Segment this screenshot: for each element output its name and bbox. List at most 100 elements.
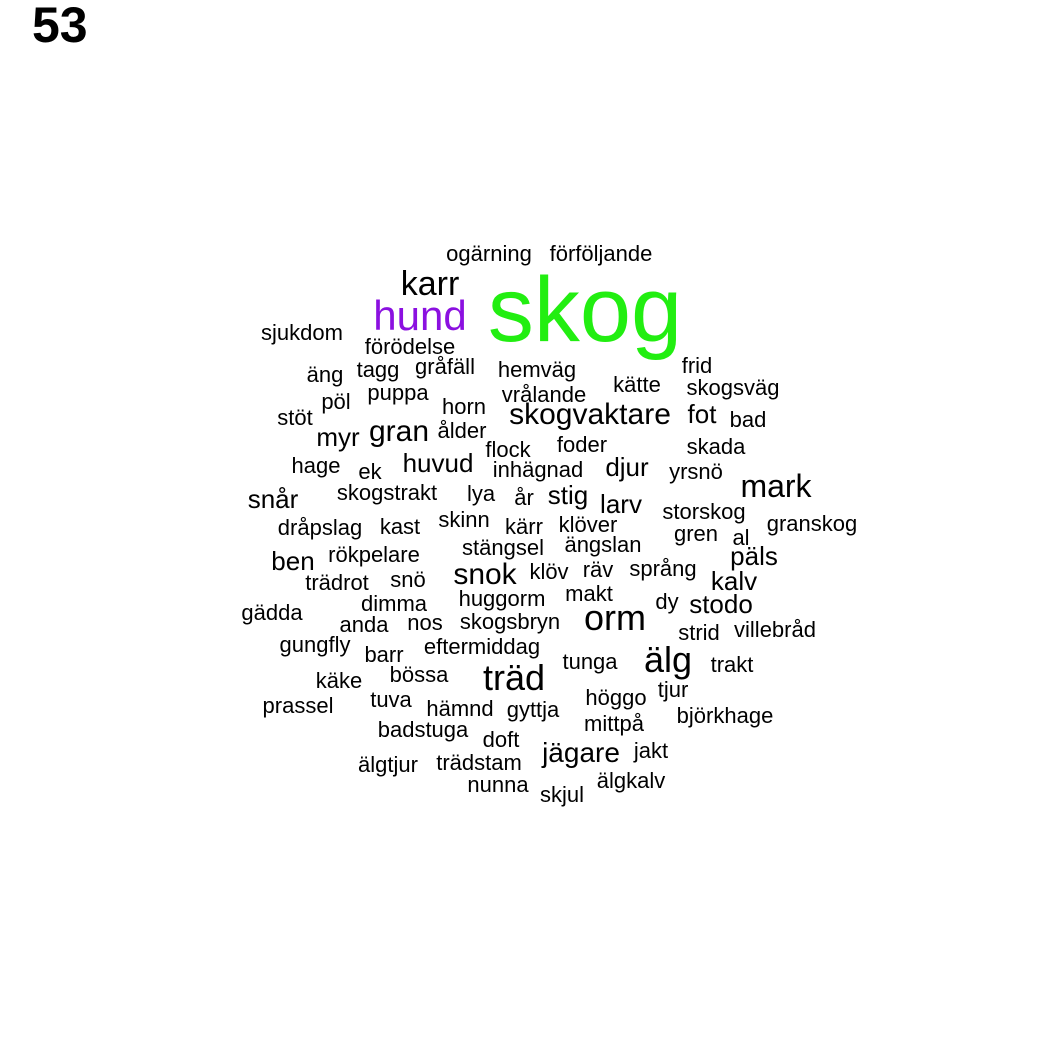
cloud-word: äng: [306, 362, 344, 387]
cloud-word: älg: [643, 639, 693, 680]
cloud-word: hemväg: [497, 357, 577, 382]
cloud-word: hage: [291, 453, 341, 478]
cloud-word: dimma: [360, 591, 428, 616]
cloud-word: tunga: [562, 649, 618, 674]
cloud-word: klöv: [529, 559, 569, 584]
cloud-word: mittpå: [584, 711, 644, 736]
cloud-word: sjukdom: [261, 320, 343, 345]
cloud-word: päls: [730, 541, 778, 571]
cloud-word: snok: [453, 558, 517, 591]
cloud-word: ålder: [437, 418, 487, 443]
cloud-word: myr: [316, 422, 360, 452]
cloud-word: skogsbryn: [459, 609, 561, 634]
cloud-word: tjur: [657, 677, 689, 702]
cloud-word: foder: [556, 432, 608, 457]
cloud-word: kärr: [505, 514, 543, 539]
cloud-word: snö: [390, 567, 426, 592]
cloud-word: flock: [485, 437, 531, 462]
cloud-word: gyttja: [506, 697, 560, 722]
cloud-word: vrålande: [501, 382, 587, 407]
cloud-word: skinn: [438, 507, 490, 532]
cloud-word: höggo: [585, 685, 647, 710]
cloud-word: strid: [678, 620, 720, 645]
cloud-word: räv: [582, 557, 614, 582]
cloud-word: skog: [487, 259, 683, 361]
cloud-word: älgkalv: [596, 768, 666, 793]
cloud-word: trädrot: [305, 570, 369, 595]
cloud-word: tagg: [356, 357, 400, 382]
cloud-word: älgtjur: [358, 752, 418, 777]
cloud-word: klöver: [558, 512, 618, 537]
cloud-word: huggorm: [458, 586, 546, 611]
cloud-word: barr: [364, 642, 404, 667]
cloud-word: träd: [482, 657, 546, 698]
cloud-word: larv: [600, 489, 642, 519]
cloud-word: storskog: [662, 499, 746, 524]
cloud-word: björkhage: [676, 703, 774, 728]
cloud-word: gungfly: [279, 632, 351, 657]
cloud-word: puppa: [367, 380, 429, 405]
cloud-word: eftermiddag: [423, 634, 541, 659]
cloud-word: stängsel: [462, 535, 544, 560]
cloud-word: skogsväg: [686, 375, 780, 400]
cloud-word: bössa: [389, 662, 449, 687]
cloud-word: nunna: [467, 772, 529, 797]
cloud-word: kätte: [613, 372, 661, 397]
cloud-word: pöl: [321, 389, 351, 414]
cloud-word: mark: [740, 468, 812, 504]
cloud-word: skogstrakt: [336, 480, 438, 505]
cloud-word: lya: [466, 481, 496, 506]
cloud-word: trädstam: [436, 750, 522, 775]
cloud-word: dråpslag: [277, 515, 363, 540]
cloud-word: nos: [407, 610, 443, 635]
cloud-word: ek: [358, 459, 382, 484]
cloud-word: hund: [373, 292, 467, 339]
cloud-word: gråfäll: [415, 354, 475, 379]
cloud-word: förföljande: [549, 241, 653, 266]
cloud-word: yrsnö: [669, 459, 723, 484]
cloud-word: gädda: [241, 600, 303, 625]
cloud-word: djur: [605, 452, 649, 482]
cloud-word: horn: [441, 394, 487, 419]
cloud-word: granskog: [766, 511, 858, 536]
cloud-word: doft: [482, 727, 520, 752]
cloud-word: al: [732, 525, 750, 550]
cloud-word: frid: [681, 353, 713, 378]
cloud-word: gran: [368, 415, 430, 448]
cloud-word: fot: [687, 399, 717, 429]
cloud-word: orm: [584, 597, 646, 638]
cloud-word: förödelse: [364, 334, 456, 359]
cloud-word: trakt: [710, 652, 754, 677]
cloud-word: jägare: [542, 737, 620, 768]
cloud-word: stig: [547, 480, 589, 510]
cloud-word: badstuga: [377, 717, 469, 742]
cloud-word: snår: [247, 484, 299, 514]
cloud-word: gren: [673, 521, 719, 546]
cloud-word: stöt: [277, 405, 313, 430]
cloud-word: ben: [271, 546, 315, 576]
cloud-word: bad: [729, 407, 767, 432]
cloud-word: stodo: [689, 589, 753, 619]
cloud-word: jakt: [633, 738, 669, 763]
cloud-word: inhägnad: [492, 457, 584, 482]
cloud-word: kalv: [710, 566, 758, 596]
page-number: 53: [32, 0, 88, 53]
cloud-word: tuva: [370, 687, 412, 712]
cloud-word: anda: [339, 612, 389, 637]
cloud-word: språng: [629, 556, 697, 581]
cloud-word: huvud: [402, 448, 474, 478]
cloud-word: rökpelare: [328, 542, 420, 567]
cloud-word: prassel: [262, 693, 334, 718]
cloud-word: skjul: [539, 782, 585, 807]
cloud-word: ängslan: [564, 532, 642, 557]
cloud-word: karr: [400, 265, 460, 303]
cloud-word: år: [514, 485, 534, 510]
cloud-word: dy: [655, 589, 679, 614]
cloud-word: makt: [565, 581, 613, 606]
cloud-word: hämnd: [426, 696, 494, 721]
cloud-word: käke: [315, 668, 363, 693]
cloud-word: skada: [686, 434, 746, 459]
cloud-word: kast: [379, 514, 421, 539]
cloud-word: villebråd: [734, 617, 816, 642]
